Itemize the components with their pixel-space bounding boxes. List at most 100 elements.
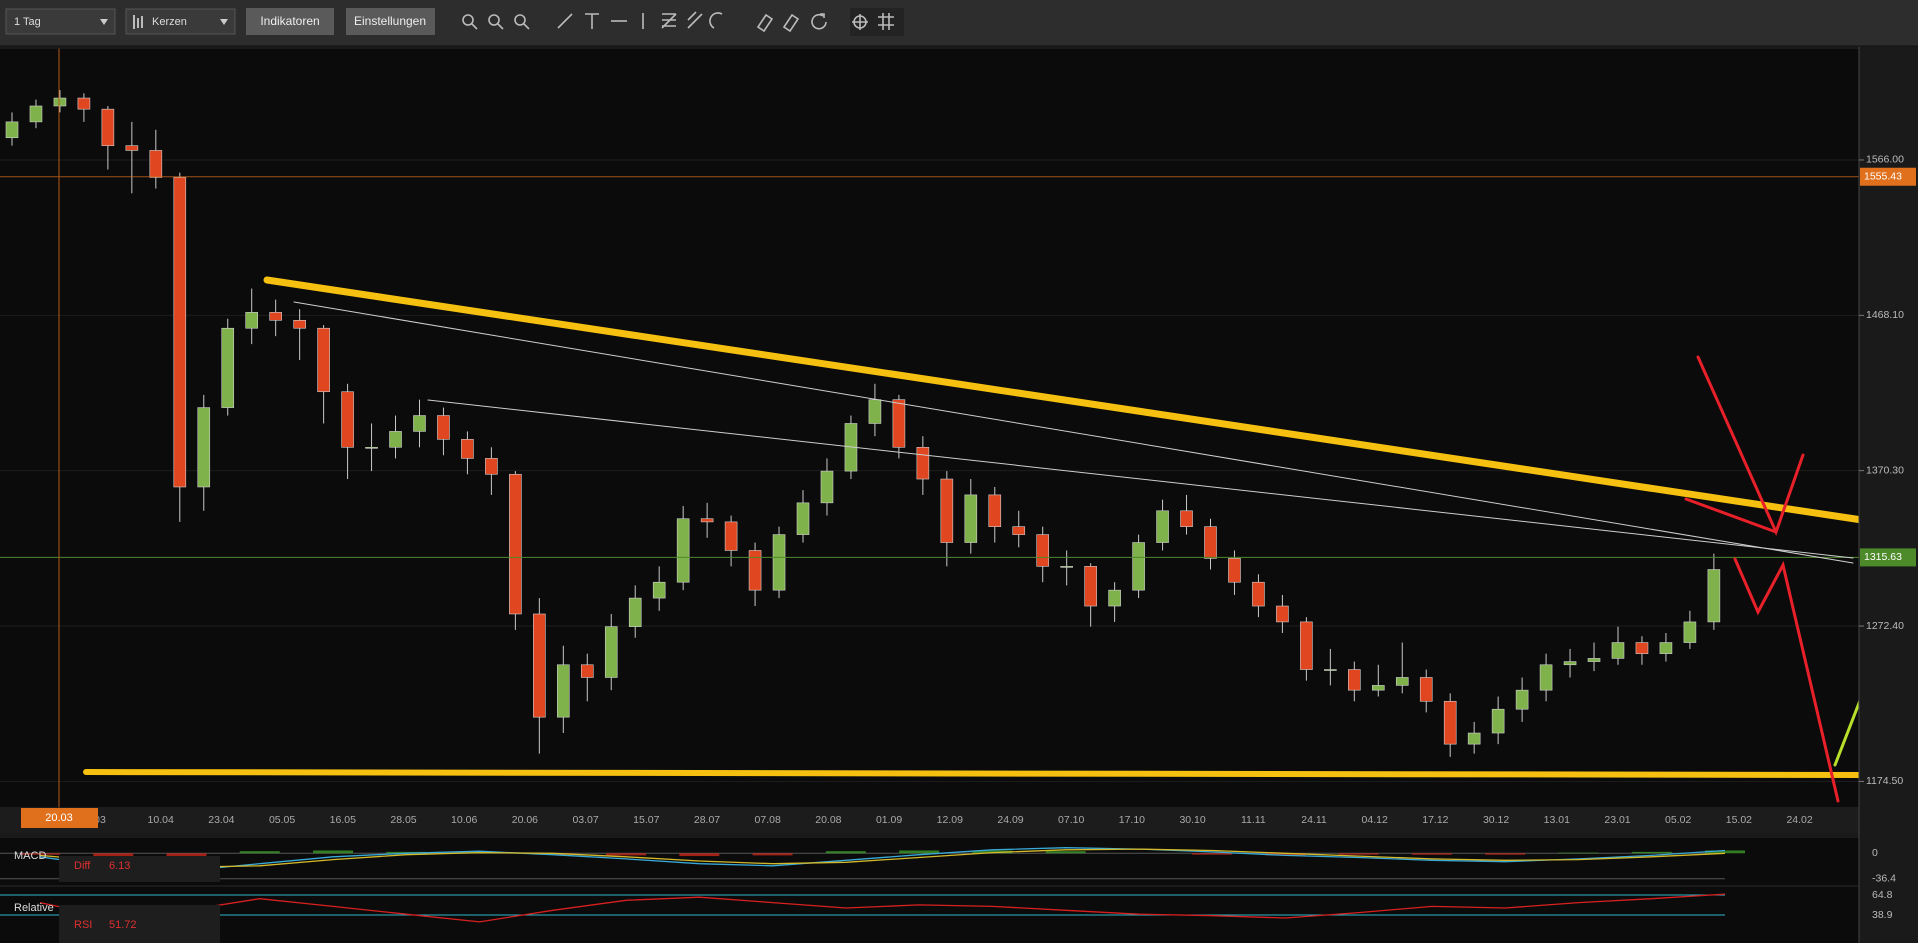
candle-body xyxy=(1635,642,1649,654)
histogram-bar xyxy=(1192,853,1233,855)
candle-body xyxy=(1252,581,1265,607)
value-axis: 1174.50 1272.40 1370.30 1468.10 1566.00 1555.… xyxy=(1858,46,1918,943)
candle-body xyxy=(5,121,19,139)
axis-column xyxy=(1859,46,1918,943)
resistance-line xyxy=(263,276,1866,524)
histogram-bar xyxy=(1045,851,1086,854)
candle-body xyxy=(1587,658,1601,662)
candle-body xyxy=(628,597,642,627)
x-tick-label: 23.04 xyxy=(208,814,234,826)
x-tick-label: 15.07 xyxy=(633,814,659,826)
histogram-bar xyxy=(606,853,647,856)
grid-toggle[interactable] xyxy=(878,13,894,30)
zoom-reset-icon[interactable] xyxy=(514,14,530,30)
y-tick-label: 1272.40 xyxy=(1866,620,1904,632)
histogram-bar xyxy=(1338,853,1379,855)
candle-body xyxy=(1348,669,1361,691)
dropdown-arrow xyxy=(220,19,228,25)
interval-select[interactable]: 1 Tag xyxy=(5,8,116,35)
x-tick-label: 17.12 xyxy=(1422,814,1448,826)
refresh-icon[interactable] xyxy=(811,13,827,30)
x-tick-label: 11.11 xyxy=(1241,814,1266,826)
x-tick-label: 05.02 xyxy=(1665,814,1691,826)
y-tick-label: 1370.30 xyxy=(1866,464,1904,476)
y-tick-label: 1174.50 xyxy=(1866,775,1903,787)
histogram-bar xyxy=(20,853,60,855)
button-label: Einstellungen xyxy=(354,14,426,28)
histogram-bar xyxy=(1558,852,1599,854)
x-tick-label: 30.12 xyxy=(1483,814,1509,826)
crosshair-price-box xyxy=(1860,167,1916,186)
rsi-reading: 51.72 xyxy=(109,919,137,931)
price-panel xyxy=(0,49,1859,807)
candle-body xyxy=(1611,642,1625,659)
histogram-bar xyxy=(899,850,940,854)
candle-body xyxy=(317,327,330,393)
candle-body xyxy=(125,145,139,151)
settings-button[interactable]: Einstellungen xyxy=(346,8,435,35)
candle-body xyxy=(1084,566,1097,607)
x-tick-label: 04.12 xyxy=(1362,814,1388,826)
dropdown-arrow xyxy=(100,19,108,25)
eraser-icon[interactable] xyxy=(756,13,774,33)
candle-body xyxy=(892,399,906,448)
candle-body xyxy=(1395,677,1409,686)
x-tick-label: 23.01 xyxy=(1604,814,1630,826)
candle-body xyxy=(1108,589,1121,607)
button-bg xyxy=(346,8,435,35)
candle-body xyxy=(772,534,786,591)
histogram-bar xyxy=(532,853,573,855)
candle-body xyxy=(221,327,235,408)
candle-icon xyxy=(133,15,143,29)
trend-line xyxy=(293,301,1854,564)
histogram-bar xyxy=(972,850,1013,854)
candle-body xyxy=(413,415,426,432)
fibonacci-icon[interactable] xyxy=(661,13,677,29)
last-price-label: 1315.63 xyxy=(1864,551,1902,563)
x-tick-label: 24.11 xyxy=(1301,814,1327,826)
candle-body xyxy=(1324,669,1337,671)
interval-text: 1 Tag xyxy=(14,16,41,28)
x-tick-label: 24.09 xyxy=(997,814,1023,826)
channel-icon[interactable] xyxy=(687,11,703,29)
y-tick-label: 0 xyxy=(1872,847,1878,859)
x-tick-label: 30.10 xyxy=(1179,814,1205,826)
crosshair-date-box xyxy=(21,808,98,828)
line-tool-icon[interactable] xyxy=(557,13,573,29)
candle-body xyxy=(988,494,1002,527)
x-tick-label: 13.01 xyxy=(1544,814,1570,826)
style-select[interactable]: Kerzen xyxy=(125,8,236,35)
histogram-bar xyxy=(239,851,280,854)
candle-body xyxy=(1419,677,1433,702)
histogram-bar xyxy=(752,853,793,856)
candle-body xyxy=(1371,685,1385,691)
zoom-in-icon[interactable] xyxy=(462,14,478,30)
arc-icon[interactable] xyxy=(709,12,723,29)
candle-body xyxy=(604,626,618,678)
y-tick-label: 38.9 xyxy=(1872,909,1893,921)
histogram-bar xyxy=(1705,850,1745,854)
x-tick-label: 10.06 xyxy=(451,814,477,826)
candle-body xyxy=(868,399,882,424)
candle-body xyxy=(1228,558,1241,583)
crosshair-toggle[interactable] xyxy=(852,14,868,30)
x-tick-label: 20.06 xyxy=(512,814,538,826)
zoom-out-icon[interactable] xyxy=(488,14,504,30)
candle-body xyxy=(1563,661,1577,666)
x-tick-label: 01.09 xyxy=(876,814,902,826)
y-tick-label: 64.8 xyxy=(1872,889,1893,901)
candle-body xyxy=(916,446,930,480)
clear-icon[interactable] xyxy=(782,13,800,33)
crosshair-price-label: 1555.43 xyxy=(1864,171,1902,183)
histogram-bar xyxy=(1485,853,1526,855)
candle-body xyxy=(341,391,354,448)
candle-body xyxy=(1467,732,1481,745)
candle-body xyxy=(1443,700,1457,745)
indicators-button[interactable]: Indikatoren xyxy=(246,8,334,35)
candle-body xyxy=(461,439,474,459)
candle-body xyxy=(1683,621,1697,643)
text-tool-icon[interactable] xyxy=(585,13,599,29)
diff-value: 6.13 xyxy=(109,860,130,872)
select-box xyxy=(125,8,236,35)
